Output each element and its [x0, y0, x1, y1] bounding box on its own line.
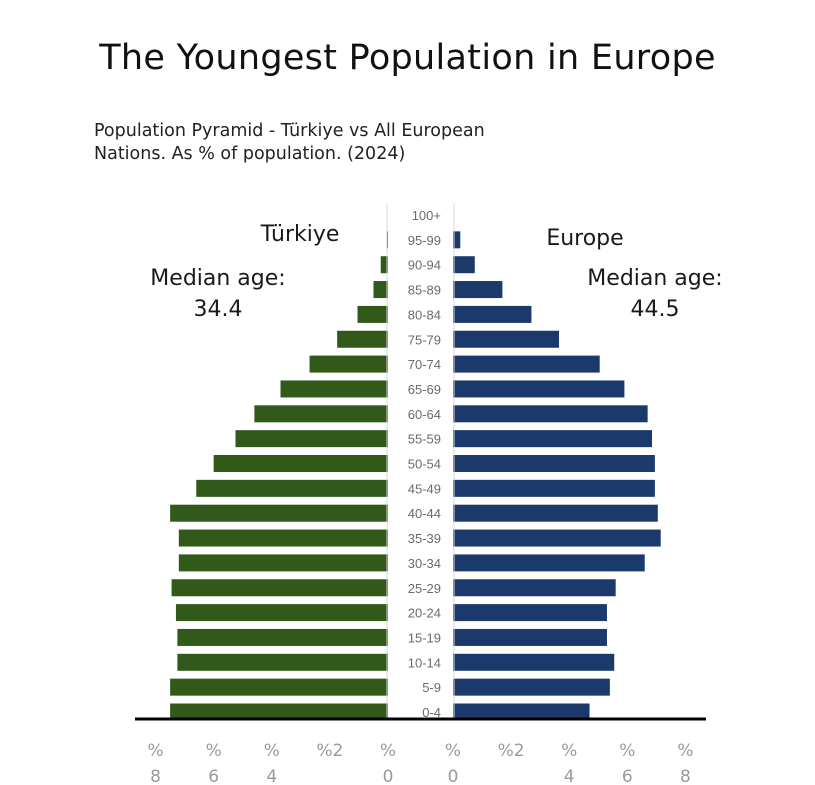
left-tick-2-bottom: 4 — [266, 767, 277, 785]
age-label-40-44: 40-44 — [408, 506, 441, 521]
age-label-65-69: 65-69 — [408, 382, 441, 397]
europe-bar-40-44 — [453, 504, 658, 522]
turkiye-median-value: 34.4 — [194, 297, 243, 322]
europe-bar-85-89 — [453, 281, 503, 299]
europe-median-label: Median age: — [587, 266, 722, 291]
left-tick-0-bottom: 8 — [150, 767, 161, 785]
turkiye-bar-55-59 — [235, 430, 388, 448]
age-label-100+: 100+ — [412, 208, 441, 223]
right-tick-0-bottom: 0 — [448, 767, 459, 785]
turkiye-bar-70-74 — [309, 355, 388, 373]
age-label-25-29: 25-29 — [408, 581, 441, 596]
turkiye-bar-40-44 — [170, 504, 388, 522]
europe-bar-35-39 — [453, 529, 661, 547]
age-label-80-84: 80-84 — [408, 307, 441, 322]
age-label-85-89: 85-89 — [408, 283, 441, 298]
turkiye-bar-30-34 — [178, 554, 388, 572]
europe-bar-5-9 — [453, 678, 610, 696]
turkiye-bar-85-89 — [373, 281, 388, 299]
age-label-5-9: 5-9 — [422, 680, 441, 695]
left-tick-4-top: % — [380, 741, 396, 761]
europe-series-label: Europe — [546, 226, 623, 251]
turkiye-bar-45-49 — [196, 479, 388, 497]
left-tick-1-top: % — [206, 741, 222, 761]
left-tick-0-top: % — [148, 741, 164, 761]
europe-bar-90-94 — [453, 256, 475, 274]
age-label-95-99: 95-99 — [408, 233, 441, 248]
turkiye-bar-20-24 — [175, 604, 388, 622]
europe-bar-30-34 — [453, 554, 645, 572]
age-label-10-14: 10-14 — [408, 655, 441, 670]
age-label-30-34: 30-34 — [408, 556, 441, 571]
turkiye-median-label: Median age: — [150, 266, 285, 291]
left-tick-2-top: % — [264, 741, 280, 761]
europe-bar-95-99 — [453, 231, 461, 249]
left-tick-4-bottom: 0 — [383, 767, 394, 785]
europe-bar-10-14 — [453, 653, 615, 671]
europe-bar-50-54 — [453, 455, 655, 472]
turkiye-bar-75-79 — [337, 330, 388, 348]
age-label-20-24: 20-24 — [408, 606, 441, 621]
age-label-45-49: 45-49 — [408, 481, 441, 496]
subtitle-line-2: Nations. As % of population. (2024) — [94, 144, 406, 164]
age-label-60-64: 60-64 — [408, 407, 441, 422]
turkiye-bars — [170, 231, 388, 721]
europe-bar-15-19 — [453, 628, 607, 646]
right-tick-1-top: %2 — [498, 741, 525, 761]
europe-bar-25-29 — [453, 579, 616, 597]
europe-bars — [453, 231, 661, 721]
right-tick-2-top: % — [561, 741, 577, 761]
chart-title: The Youngest Population in Europe — [99, 38, 716, 78]
right-tick-4-bottom: 8 — [680, 767, 691, 785]
chart-subtitle: Population Pyramid - Türkiye vs All Euro… — [94, 120, 485, 166]
age-label-75-79: 75-79 — [408, 332, 441, 347]
turkiye-bar-5-9 — [170, 678, 388, 696]
europe-bar-65-69 — [453, 380, 625, 398]
age-label-90-94: 90-94 — [408, 258, 441, 273]
x-axis-ticks: % 8% 6% 4 %2 % 0% 0 %2 % 4% 6% 8 — [148, 741, 694, 785]
age-group-labels: 0-4 5-9 10-14 15-19 20-24 25-29 30-34 35-39 40-4… — [408, 208, 441, 720]
turkiye-bar-0-4 — [170, 703, 388, 721]
europe-bar-20-24 — [453, 604, 607, 622]
age-label-0-4: 0-4 — [422, 705, 441, 720]
europe-bar-75-79 — [453, 330, 560, 348]
europe-bar-55-59 — [453, 430, 652, 448]
left-tick-3-top: %2 — [316, 741, 343, 761]
europe-bar-60-64 — [453, 405, 648, 423]
turkiye-bar-10-14 — [177, 653, 388, 671]
age-label-70-74: 70-74 — [408, 357, 441, 372]
age-label-15-19: 15-19 — [408, 630, 441, 645]
europe-bar-80-84 — [453, 305, 532, 323]
age-label-35-39: 35-39 — [408, 531, 441, 546]
age-label-55-59: 55-59 — [408, 432, 441, 447]
turkiye-bar-80-84 — [357, 305, 388, 323]
subtitle-line-1: Population Pyramid - Türkiye vs All Euro… — [94, 121, 485, 141]
turkiye-bar-50-54 — [213, 455, 388, 472]
turkiye-series-label: Türkiye — [260, 222, 340, 247]
europe-median-value: 44.5 — [631, 297, 680, 322]
right-tick-2-bottom: 4 — [564, 767, 575, 785]
turkiye-bar-35-39 — [178, 529, 388, 547]
turkiye-bar-25-29 — [171, 579, 388, 597]
turkiye-bar-15-19 — [177, 628, 388, 646]
right-tick-3-bottom: 6 — [622, 767, 633, 785]
right-tick-4-top: % — [677, 741, 693, 761]
right-tick-3-top: % — [619, 741, 635, 761]
right-tick-0-top: % — [445, 741, 461, 761]
turkiye-bar-60-64 — [254, 405, 388, 423]
europe-bar-45-49 — [453, 479, 655, 497]
turkiye-bar-65-69 — [280, 380, 388, 398]
europe-bar-70-74 — [453, 355, 600, 373]
turkiye-bar-90-94 — [380, 256, 388, 274]
left-tick-1-bottom: 6 — [208, 767, 219, 785]
age-label-50-54: 50-54 — [408, 457, 441, 472]
europe-bar-0-4 — [453, 703, 590, 721]
